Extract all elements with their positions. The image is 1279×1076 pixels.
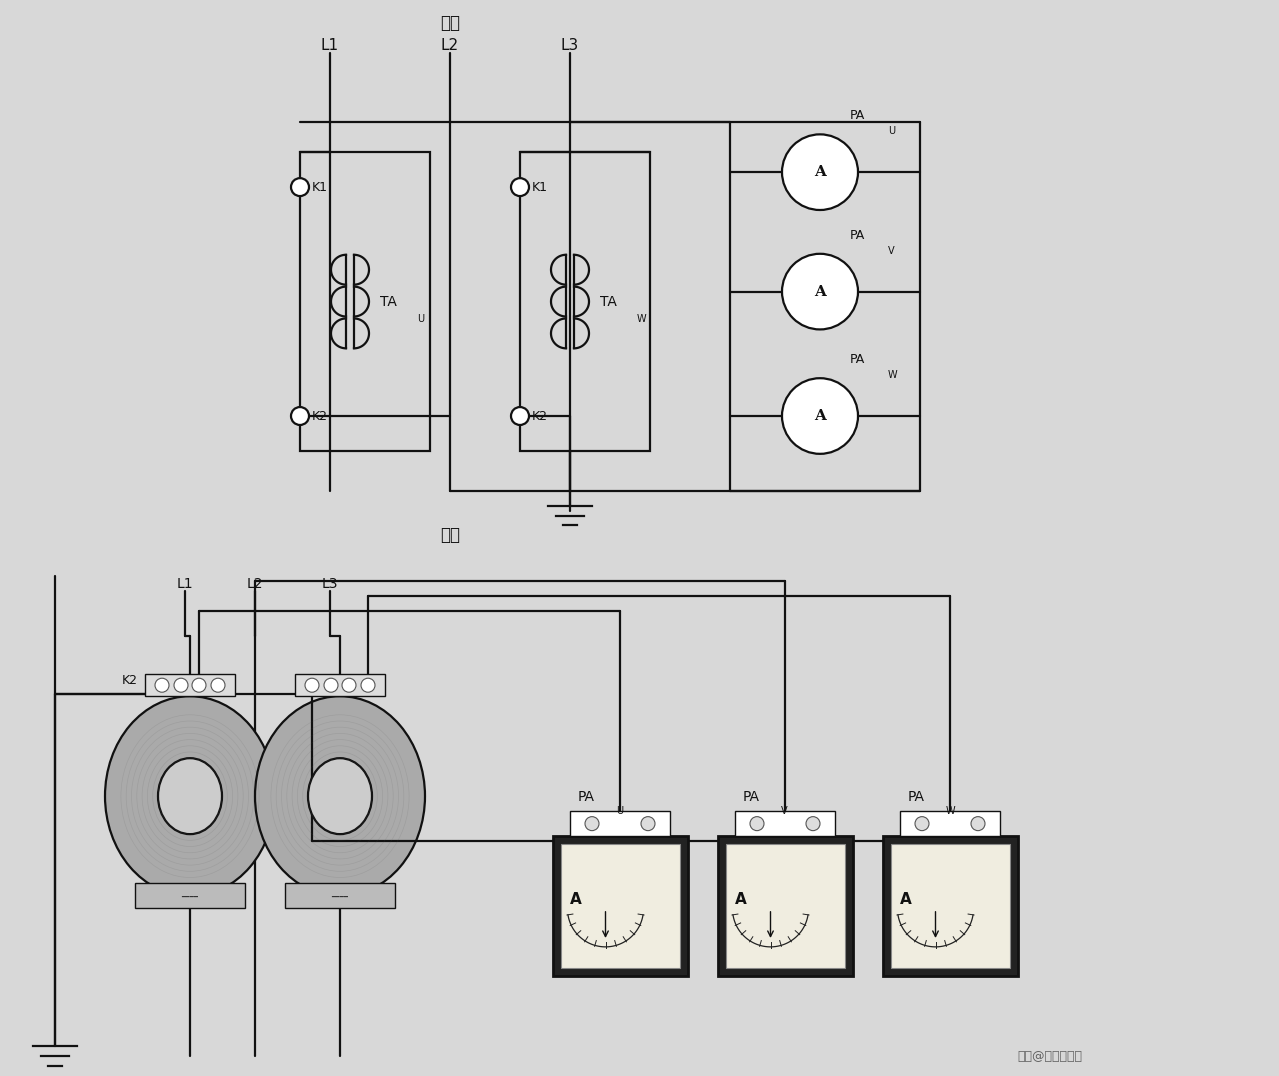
Text: V: V bbox=[888, 245, 894, 256]
Bar bbox=[136, 883, 246, 908]
Text: 电源: 电源 bbox=[440, 14, 460, 32]
Text: L2: L2 bbox=[441, 38, 459, 53]
Text: PA: PA bbox=[851, 229, 866, 242]
Text: W: W bbox=[946, 806, 955, 816]
Circle shape bbox=[971, 817, 985, 831]
Text: TA: TA bbox=[380, 295, 396, 309]
Text: PA: PA bbox=[851, 353, 866, 366]
Bar bbox=[570, 811, 670, 836]
Text: A: A bbox=[813, 409, 826, 423]
Circle shape bbox=[192, 678, 206, 692]
Circle shape bbox=[324, 678, 338, 692]
Text: L2: L2 bbox=[247, 577, 263, 592]
Circle shape bbox=[292, 407, 310, 425]
Circle shape bbox=[641, 817, 655, 831]
Text: PA: PA bbox=[851, 110, 866, 123]
Text: L3: L3 bbox=[322, 577, 338, 592]
Text: K2: K2 bbox=[122, 674, 138, 686]
Ellipse shape bbox=[308, 759, 372, 834]
Text: K1: K1 bbox=[532, 181, 547, 194]
Ellipse shape bbox=[159, 759, 223, 834]
Text: K1: K1 bbox=[312, 181, 327, 194]
Text: U: U bbox=[616, 806, 623, 816]
Bar bbox=[521, 153, 650, 451]
Text: K2: K2 bbox=[532, 410, 547, 423]
Circle shape bbox=[781, 134, 858, 210]
Circle shape bbox=[341, 678, 356, 692]
Text: V: V bbox=[781, 806, 788, 816]
Circle shape bbox=[781, 254, 858, 329]
Circle shape bbox=[749, 817, 764, 831]
Text: TA: TA bbox=[600, 295, 616, 309]
Circle shape bbox=[211, 678, 225, 692]
Text: A: A bbox=[569, 892, 582, 907]
Text: A: A bbox=[734, 892, 747, 907]
Text: K1: K1 bbox=[171, 674, 188, 686]
Text: A: A bbox=[813, 285, 826, 299]
FancyBboxPatch shape bbox=[553, 836, 688, 976]
Text: K1: K1 bbox=[352, 674, 368, 686]
Text: A: A bbox=[899, 892, 912, 907]
Text: K2: K2 bbox=[297, 674, 313, 686]
Text: PA: PA bbox=[908, 790, 925, 804]
Text: L1: L1 bbox=[177, 577, 193, 592]
Text: A: A bbox=[813, 166, 826, 180]
Ellipse shape bbox=[255, 696, 425, 896]
Bar bbox=[295, 675, 385, 696]
Circle shape bbox=[292, 179, 310, 196]
FancyBboxPatch shape bbox=[883, 836, 1018, 976]
Ellipse shape bbox=[105, 696, 275, 896]
Text: ━━━━: ━━━━ bbox=[182, 894, 198, 901]
Bar bbox=[890, 845, 1009, 968]
Text: W: W bbox=[637, 314, 647, 325]
Text: PA: PA bbox=[578, 790, 595, 804]
Text: U: U bbox=[888, 126, 895, 137]
Text: L3: L3 bbox=[561, 38, 579, 53]
Circle shape bbox=[155, 678, 169, 692]
Circle shape bbox=[512, 407, 530, 425]
Text: 头条@叶落飞舞泣: 头条@叶落飞舞泣 bbox=[1018, 1049, 1082, 1062]
Circle shape bbox=[512, 179, 530, 196]
Circle shape bbox=[361, 678, 375, 692]
Circle shape bbox=[174, 678, 188, 692]
Text: U: U bbox=[417, 314, 425, 325]
Text: K2: K2 bbox=[312, 410, 327, 423]
Text: W: W bbox=[888, 370, 898, 380]
Bar bbox=[145, 675, 235, 696]
Bar bbox=[560, 845, 679, 968]
Bar bbox=[735, 811, 835, 836]
FancyBboxPatch shape bbox=[718, 836, 853, 976]
Text: ━━━━: ━━━━ bbox=[331, 894, 348, 901]
Circle shape bbox=[304, 678, 318, 692]
Text: L1: L1 bbox=[321, 38, 339, 53]
Circle shape bbox=[914, 817, 929, 831]
Text: PA: PA bbox=[743, 790, 760, 804]
Bar bbox=[301, 153, 430, 451]
Circle shape bbox=[781, 378, 858, 454]
Circle shape bbox=[585, 817, 599, 831]
Bar bbox=[725, 845, 844, 968]
Bar bbox=[900, 811, 1000, 836]
Bar bbox=[285, 883, 395, 908]
Circle shape bbox=[806, 817, 820, 831]
Text: 负荷: 负荷 bbox=[440, 526, 460, 544]
